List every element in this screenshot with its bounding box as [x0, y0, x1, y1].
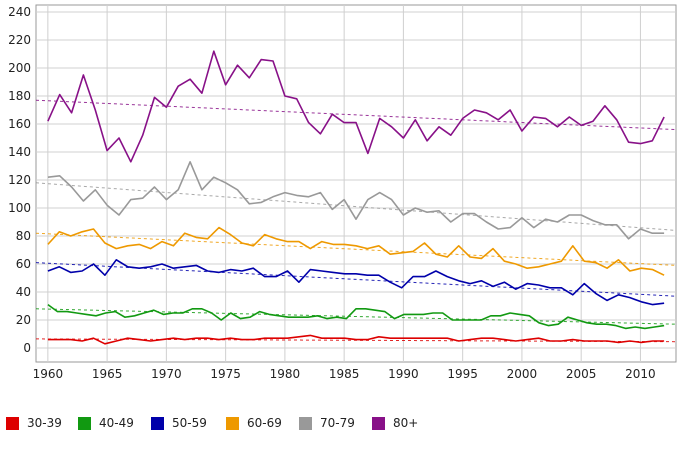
- x-tick-label: 1985: [329, 367, 360, 381]
- legend-item-40-49: 40-49: [78, 416, 134, 430]
- y-tick-label: 60: [16, 257, 31, 271]
- x-tick-label: 1995: [447, 367, 478, 381]
- trend-line-80+: [35, 99, 677, 131]
- x-tick-label: 2010: [625, 367, 656, 381]
- series-line-30-39: [47, 334, 665, 345]
- legend-item-80+: 80+: [372, 416, 418, 430]
- y-tick-label: 140: [8, 145, 31, 159]
- legend-swatch: [299, 416, 312, 430]
- legend-swatch: [151, 416, 164, 430]
- legend: 30-39 40-49 50-59 60-69 70-79 80+: [0, 410, 693, 440]
- y-axis-ticks: 0 20 40 60 80 100 120 140 160 180 200 220 240: [8, 5, 31, 355]
- x-tick-label: 2005: [566, 367, 597, 381]
- y-tick-label: 160: [8, 117, 31, 131]
- trend-line-40-49: [35, 308, 677, 325]
- series-line-50-59: [47, 258, 665, 306]
- grid-lines: [36, 5, 676, 362]
- legend-swatch: [6, 416, 19, 430]
- y-tick-label: 180: [8, 89, 31, 103]
- legend-label: 50-59: [172, 416, 207, 430]
- legend-label: 70-79: [320, 416, 355, 430]
- trend-line-50-59: [35, 262, 677, 297]
- y-tick-label: 40: [16, 285, 31, 299]
- trend-line-70-79: [35, 182, 677, 231]
- x-tick-label: 1970: [151, 367, 182, 381]
- series-line-70-79: [47, 161, 665, 240]
- series-line-60-69: [47, 226, 665, 276]
- y-tick-label: 80: [16, 229, 31, 243]
- x-tick-label: 2000: [507, 367, 538, 381]
- legend-swatch: [78, 416, 91, 430]
- legend-label: 30-39: [27, 416, 62, 430]
- legend-item-50-59: 50-59: [151, 416, 207, 430]
- y-tick-label: 240: [8, 5, 31, 19]
- trend-line-60-69: [35, 232, 677, 266]
- y-tick-label: 20: [16, 313, 31, 327]
- y-tick-label: 0: [23, 341, 31, 355]
- y-tick-label: 120: [8, 173, 31, 187]
- y-tick-label: 200: [8, 61, 31, 75]
- y-tick-label: 100: [8, 201, 31, 215]
- legend-label: 40-49: [99, 416, 134, 430]
- legend-item-70-79: 70-79: [299, 416, 355, 430]
- plot-area: [35, 4, 677, 363]
- y-tick-label: 220: [8, 33, 31, 47]
- legend-label: 80+: [393, 416, 419, 430]
- legend-swatch: [372, 416, 385, 430]
- x-tick-label: 1960: [33, 367, 64, 381]
- legend-item-30-39: 30-39: [6, 416, 62, 430]
- x-tick-label: 1990: [388, 367, 419, 381]
- x-axis-ticks: 1960 1965 1970 1975 1980 1985 1990 1995 2000 2005…: [33, 367, 656, 381]
- x-tick-label: 1980: [270, 367, 301, 381]
- legend-item-60-69: 60-69: [226, 416, 282, 430]
- series-lines: [47, 50, 665, 345]
- legend-swatch: [226, 416, 239, 430]
- x-tick-label: 1975: [210, 367, 241, 381]
- series-line-40-49: [47, 303, 665, 330]
- series-line-80+: [47, 50, 665, 163]
- x-tick-label: 1965: [92, 367, 123, 381]
- legend-label: 60-69: [247, 416, 282, 430]
